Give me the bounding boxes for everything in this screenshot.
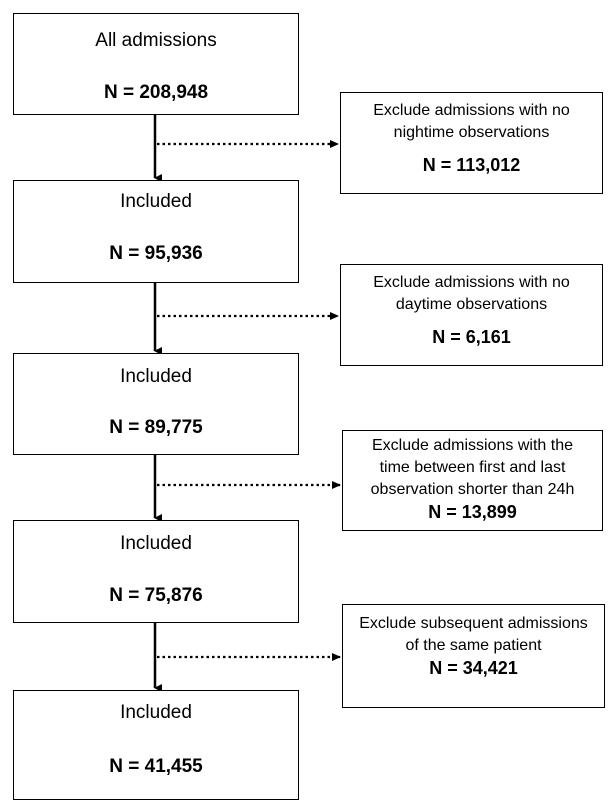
exclusion-text-line: time between first and last [379, 459, 566, 476]
box-count: N = 95,936 [109, 243, 203, 264]
exclusion-text-line: Exclude admissions with no [373, 102, 570, 119]
exclusion-box-4: Exclude subsequent admissions of the sam… [342, 604, 605, 708]
box-label: All admissions [95, 30, 217, 51]
box-count: N = 41,455 [109, 756, 203, 777]
exclusion-text-line: observation shorter than 24h [370, 481, 575, 498]
exclusion-text-line: of the same patient [405, 637, 542, 654]
exclusion-text-line: Exclude admissions with no [373, 274, 570, 291]
exclusion-box-1: Exclude admissions with no nightime obse… [340, 92, 603, 194]
exclusion-text-line: daytime observations [395, 296, 548, 313]
main-box-all-admissions: All admissions N = 208,948 [13, 13, 299, 115]
box-count: N = 89,775 [109, 417, 203, 438]
exclusion-count: N = 13,899 [428, 502, 517, 522]
exclusion-count: N = 113,012 [422, 155, 521, 175]
exclusion-text-line: Exclude admissions with the [372, 437, 573, 454]
box-label: Included [120, 191, 192, 212]
exclusion-text-line: nightime observations [393, 124, 550, 141]
exclusion-box-3: Exclude admissions with the time between… [342, 430, 603, 531]
box-count: N = 75,876 [109, 585, 203, 606]
main-box-included-3: Included N = 75,876 [13, 520, 299, 623]
main-box-included-2: Included N = 89,775 [13, 353, 299, 455]
main-box-included-4: Included N = 41,455 [13, 690, 299, 800]
exclusion-text-line: Exclude subsequent admissions [359, 615, 588, 632]
exclusion-count: N = 6,161 [432, 327, 511, 347]
exclusion-count: N = 34,421 [429, 658, 518, 678]
main-box-included-1: Included N = 95,936 [13, 180, 299, 283]
box-label: Included [120, 702, 192, 723]
box-count: N = 208,948 [103, 82, 209, 103]
box-label: Included [120, 366, 192, 387]
box-label: Included [120, 533, 192, 554]
exclusion-box-2: Exclude admissions with no daytime obser… [340, 264, 603, 366]
